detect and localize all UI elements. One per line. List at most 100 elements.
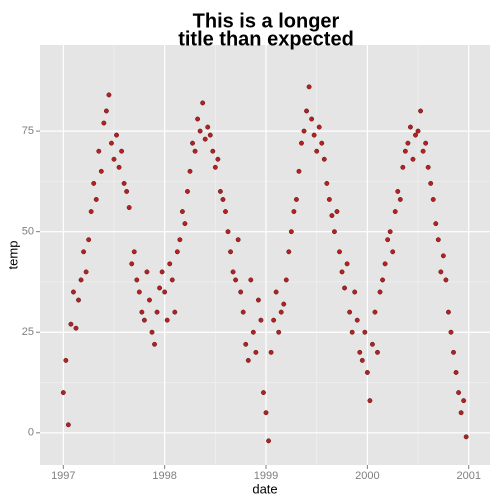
point <box>223 209 228 215</box>
point <box>243 341 249 347</box>
point <box>372 309 378 315</box>
point <box>288 229 294 235</box>
point <box>258 317 264 323</box>
point <box>159 269 165 275</box>
point <box>98 168 104 174</box>
point <box>83 269 89 275</box>
point <box>240 309 246 315</box>
point <box>451 349 456 355</box>
point <box>81 249 87 255</box>
point <box>172 309 178 315</box>
point <box>400 164 406 170</box>
point <box>174 249 180 255</box>
point <box>309 116 315 122</box>
point <box>364 370 370 375</box>
point <box>415 128 421 134</box>
x-tick-label: 1997 <box>51 470 75 482</box>
y-tick-label: 75 <box>22 125 34 137</box>
point <box>286 249 292 255</box>
point <box>425 164 431 170</box>
point <box>375 349 380 355</box>
point <box>293 197 299 202</box>
point <box>255 297 261 303</box>
point <box>445 309 451 315</box>
chart-title: title than expected <box>178 28 354 50</box>
point <box>205 124 211 130</box>
point <box>334 209 340 215</box>
point <box>420 148 426 154</box>
point <box>96 148 102 154</box>
point <box>225 229 231 235</box>
point <box>78 277 84 283</box>
point <box>418 108 424 114</box>
y-tick-label: 0 <box>28 427 34 439</box>
plot-panel <box>40 45 490 465</box>
point <box>291 209 297 215</box>
point <box>261 390 266 396</box>
point <box>266 438 271 444</box>
point <box>215 156 221 162</box>
point <box>326 197 332 202</box>
y-axis-title: temp <box>5 241 20 270</box>
point <box>448 329 454 335</box>
point <box>453 370 459 375</box>
point <box>185 188 190 194</box>
point <box>106 92 112 98</box>
point <box>359 357 365 363</box>
point <box>121 180 127 186</box>
point <box>228 249 233 255</box>
point <box>342 285 348 291</box>
x-tick-label: 1999 <box>254 470 278 482</box>
point <box>347 309 353 315</box>
point <box>207 132 213 138</box>
point <box>144 269 150 275</box>
point <box>136 289 142 295</box>
point <box>73 325 79 331</box>
point <box>129 261 135 267</box>
point <box>311 132 317 138</box>
point <box>390 249 396 255</box>
point <box>385 237 391 243</box>
point <box>324 180 330 186</box>
point <box>440 253 446 259</box>
point <box>245 357 251 363</box>
point <box>250 329 256 335</box>
point <box>190 140 195 146</box>
point <box>458 410 464 416</box>
point <box>134 277 140 283</box>
point <box>395 188 401 194</box>
point <box>119 148 125 154</box>
point <box>435 237 441 243</box>
point <box>331 229 337 235</box>
point <box>230 269 236 275</box>
point <box>126 205 132 210</box>
point <box>63 357 69 363</box>
point <box>405 140 411 146</box>
x-tick-label: 2001 <box>456 470 480 482</box>
point <box>321 156 327 162</box>
point <box>91 180 97 186</box>
point <box>281 301 287 307</box>
point <box>111 156 117 162</box>
point <box>413 132 418 138</box>
point <box>423 140 429 146</box>
point <box>367 398 373 404</box>
point <box>461 398 467 404</box>
point <box>352 289 358 295</box>
point <box>164 317 170 323</box>
y-tick-label: 25 <box>22 326 34 338</box>
point <box>349 329 355 335</box>
point <box>212 164 218 170</box>
point <box>169 277 175 283</box>
point <box>238 289 244 295</box>
point <box>109 140 114 146</box>
point <box>157 285 163 291</box>
point <box>278 309 284 315</box>
point <box>248 277 254 283</box>
point <box>147 297 152 303</box>
point <box>263 410 269 416</box>
x-tick-label: 1998 <box>152 470 176 482</box>
point <box>235 237 241 243</box>
point <box>187 168 193 174</box>
